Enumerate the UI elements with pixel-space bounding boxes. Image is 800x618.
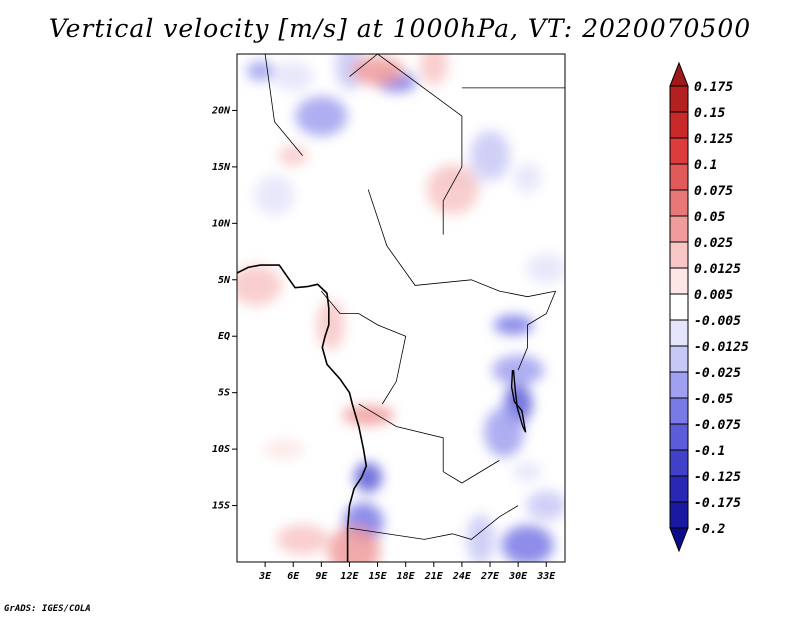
grads-credit: GrADS: IGES/COLA <box>4 604 91 614</box>
colorbar-label: 0.15 <box>694 106 725 121</box>
colorbar-label: -0.2 <box>694 522 725 537</box>
velocity-blob <box>484 407 525 458</box>
velocity-blob <box>276 524 329 555</box>
country-border <box>517 290 556 371</box>
colorbar-label: 0.05 <box>694 210 725 225</box>
colorbar-segment <box>669 423 689 451</box>
y-tick-label: EQ <box>218 331 230 342</box>
y-tick-label: 10N <box>212 218 231 229</box>
colorbar-label: -0.0125 <box>694 340 749 355</box>
lake-shoreline <box>510 370 527 433</box>
x-tick-label: 9E <box>315 571 328 582</box>
colorbar-segment <box>669 397 689 425</box>
colorbar-segment <box>669 137 689 165</box>
map-lines <box>237 54 565 562</box>
colorbar-segment <box>669 267 689 295</box>
y-tick-label: 15N <box>212 162 231 173</box>
velocity-blob <box>513 461 542 482</box>
coastline <box>237 264 368 562</box>
velocity-blob <box>513 163 542 194</box>
x-axis-ticks: 3E 6E 9E 12E 15E 18E 21E 24E 27E 30E 33E <box>258 562 556 582</box>
colorbar-segment <box>669 293 689 321</box>
velocity-blob <box>316 299 345 350</box>
map-frame <box>236 53 566 563</box>
velocity-blob <box>279 145 308 166</box>
x-tick-label: 21E <box>424 571 444 582</box>
x-tick-label: 24E <box>452 571 472 582</box>
colorbar-top-triangle <box>669 61 689 87</box>
velocity-blob <box>426 164 479 215</box>
x-tick-label: 3E <box>258 571 272 582</box>
velocity-blob <box>295 96 348 137</box>
colorbar-label: -0.125 <box>694 470 741 485</box>
x-tick-label: 12E <box>340 571 359 582</box>
velocity-blob <box>237 265 282 306</box>
map-background <box>237 54 565 562</box>
colorbar-label: -0.075 <box>694 418 741 433</box>
colorbar-label: 0.175 <box>694 80 733 95</box>
colorbar-segment <box>669 449 689 477</box>
velocity-blob <box>354 462 383 493</box>
velocity-blob <box>342 405 395 426</box>
chart-title: Vertical velocity [m/s] at 1000hPa, VT: … <box>48 14 752 43</box>
colorbar-segment <box>669 85 689 113</box>
colorbar-segment <box>669 501 689 529</box>
velocity-blob <box>254 175 295 216</box>
colorbar-label: -0.025 <box>694 366 741 381</box>
y-tick-label: 5S <box>218 388 230 399</box>
y-tick-label: 5N <box>218 275 231 286</box>
country-border <box>367 189 556 298</box>
country-border <box>349 54 378 77</box>
x-tick-label: 6E <box>287 571 300 582</box>
x-tick-label: 30E <box>508 571 528 582</box>
y-axis-ticks: 20N 15N 10N 5N EQ 5S 10S 15S <box>211 105 237 512</box>
velocity-blob <box>328 525 381 562</box>
velocity-field <box>237 54 565 562</box>
colorbar-label: -0.175 <box>694 496 741 511</box>
colorbar-label: 0.0125 <box>694 262 741 277</box>
y-tick-label: 10S <box>212 444 230 455</box>
velocity-blob <box>263 439 304 460</box>
colorbar-label: 0.1 <box>694 158 717 173</box>
colorbar-label: 0.075 <box>694 184 733 199</box>
velocity-blob <box>526 490 565 521</box>
velocity-blob <box>419 54 448 86</box>
colorbar-segment <box>669 241 689 269</box>
velocity-blob <box>273 61 314 92</box>
colorbar-segment <box>669 215 689 243</box>
colorbar-segment <box>669 319 689 347</box>
x-tick-label: 18E <box>397 571 416 582</box>
colorbar: 0.175 0.15 0.125 0.1 0.075 0.05 0.025 0.0125 0.0… <box>669 61 749 553</box>
colorbar-label: -0.1 <box>694 444 725 459</box>
country-border <box>320 290 407 405</box>
velocity-blob <box>493 314 534 335</box>
velocity-blob <box>526 253 565 284</box>
colorbar-label: 0.005 <box>694 288 733 303</box>
velocity-blob <box>470 130 511 181</box>
colorbar-segment <box>669 371 689 399</box>
velocity-blob <box>501 525 554 562</box>
velocity-blob <box>351 55 404 86</box>
y-tick-label: 20N <box>211 105 231 116</box>
colorbar-segment <box>669 189 689 217</box>
country-border <box>377 54 463 235</box>
colorbar-bottom-triangle <box>669 527 689 553</box>
colorbar-label: 0.025 <box>694 236 733 251</box>
x-tick-label: 33E <box>536 571 556 582</box>
colorbar-segment <box>669 475 689 503</box>
y-tick-label: 15S <box>212 501 230 512</box>
x-tick-label: 15E <box>369 571 388 582</box>
colorbar-segment <box>669 111 689 139</box>
country-border <box>349 505 519 540</box>
colorbar-segment <box>669 345 689 373</box>
country-border <box>358 403 500 484</box>
colorbar-label: -0.005 <box>694 314 741 329</box>
country-border <box>264 54 303 156</box>
x-tick-label: 27E <box>480 571 500 582</box>
colorbar-segment <box>669 163 689 191</box>
velocity-blob <box>246 60 275 81</box>
colorbar-label: 0.125 <box>694 132 733 147</box>
colorbar-label: -0.05 <box>694 392 733 407</box>
